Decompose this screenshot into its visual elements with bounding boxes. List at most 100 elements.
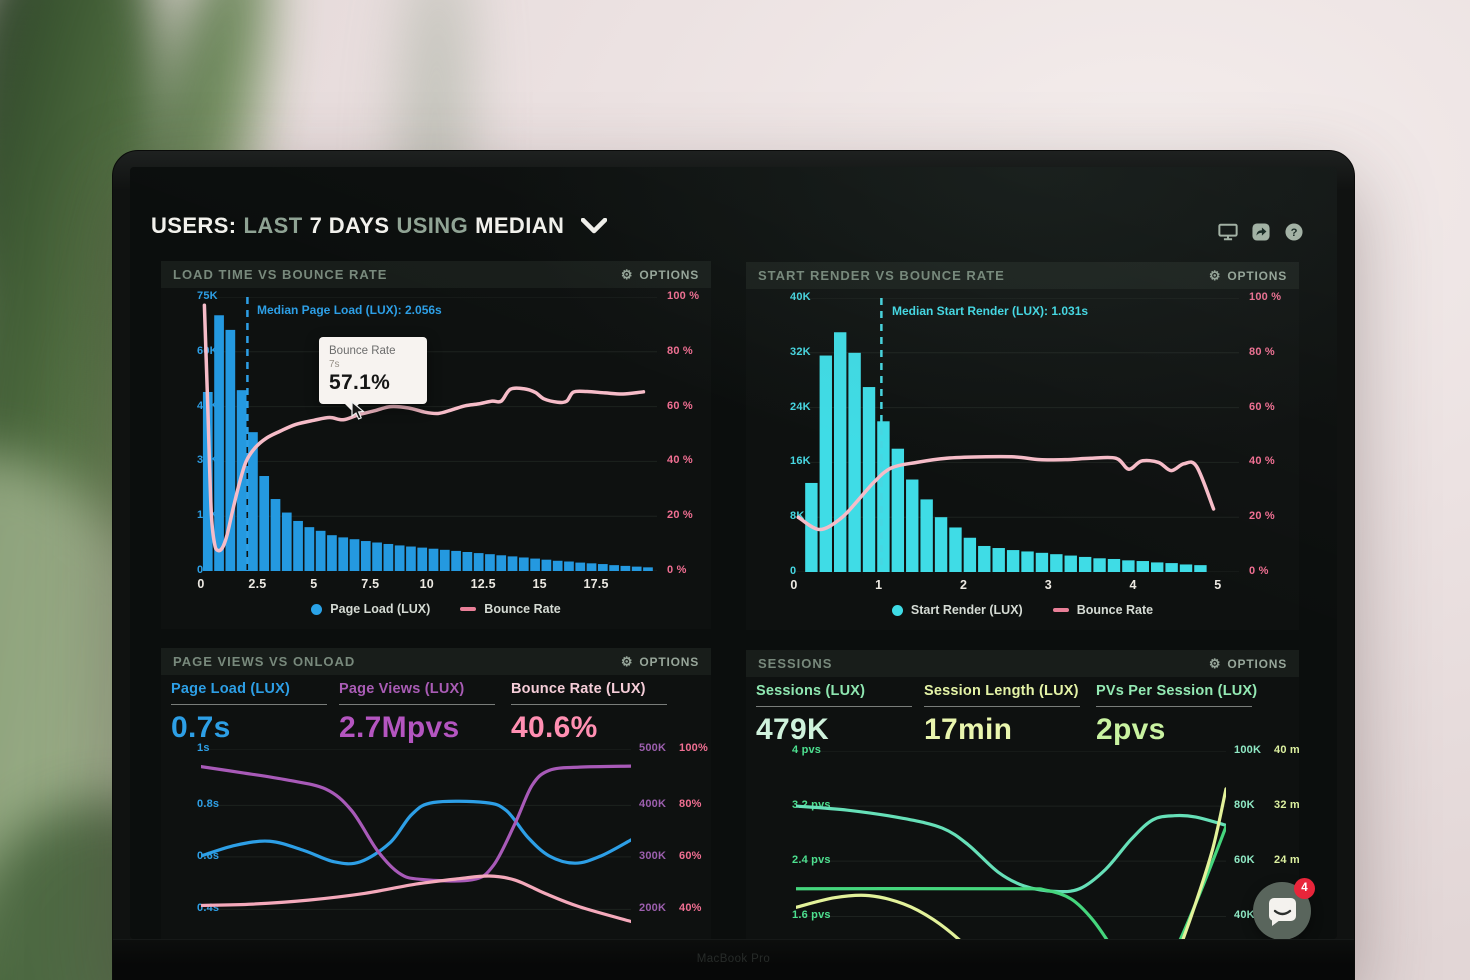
start-render-chart: 40K 32K 24K 16K 8K 0 100 % 80 % 60 % 40 % 20 % 0 %… bbox=[790, 291, 1281, 592]
panel-title: PAGE VIEWS VS ONLOAD bbox=[173, 654, 356, 669]
axis-tick-label: 0 bbox=[197, 564, 204, 576]
metric-label: Session Length (LUX) bbox=[924, 683, 1079, 699]
laptop-chin: MacBook Pro bbox=[113, 939, 1354, 980]
median-annotation: Median Start Render (LUX): 1.031s bbox=[892, 304, 1089, 318]
metric-label: Sessions (LUX) bbox=[756, 683, 866, 699]
y-axis-right: 100 % 80 % 60 % 40 % 20 % 0 % bbox=[667, 290, 711, 576]
options-label: OPTIONS bbox=[1227, 656, 1287, 671]
metric-value: 2.7Mpvs bbox=[339, 711, 460, 744]
axis-tick-label: 80 % bbox=[1249, 345, 1275, 358]
axis-tick-label: 15 bbox=[532, 577, 547, 591]
metric-underline bbox=[924, 706, 1081, 707]
monitor-icon[interactable] bbox=[1218, 223, 1238, 241]
axis-tick-label: 80% bbox=[679, 798, 702, 811]
metric-underline bbox=[1096, 706, 1253, 707]
options-button[interactable]: ⚙ OPTIONS bbox=[621, 655, 699, 669]
axis-tick-label: 1 bbox=[875, 578, 883, 592]
axis-tick-label: 10 bbox=[419, 577, 434, 591]
options-button[interactable]: ⚙ OPTIONS bbox=[621, 268, 699, 282]
axis-tick-label: 32 min bbox=[1274, 799, 1299, 812]
svg-text:?: ? bbox=[1291, 227, 1298, 239]
options-label: OPTIONS bbox=[639, 654, 699, 669]
axis-tick-label: 5 bbox=[1214, 578, 1222, 592]
axis-tick-label: 0 % bbox=[667, 564, 687, 576]
axis-tick-label: 80K bbox=[1234, 799, 1255, 812]
axis-tick-label: 75K bbox=[197, 290, 218, 302]
axis-tick-label: 0 bbox=[197, 577, 205, 591]
axis-tick-label: 7.5 bbox=[361, 577, 380, 591]
axis-tick-label: 0 % bbox=[1249, 565, 1269, 577]
tooltip-subtitle: 7s bbox=[329, 359, 340, 370]
legend-line-icon bbox=[1052, 608, 1069, 612]
chat-launcher-button[interactable]: 4 bbox=[1253, 878, 1315, 939]
panel-title: SESSIONS bbox=[758, 656, 833, 671]
y-axis-right-sessions: 100K 80K 60K 40K bbox=[1234, 744, 1270, 939]
legend-label: Bounce Rate bbox=[484, 602, 561, 616]
axis-tick-label: 400K bbox=[639, 798, 667, 811]
median-annotation: Median Page Load (LUX): 2.056s bbox=[257, 303, 442, 317]
axis-tick-label: 5 bbox=[310, 577, 318, 591]
laptop-brand-text: MacBook Pro bbox=[696, 953, 771, 965]
axis-tick-label: 80 % bbox=[667, 344, 693, 357]
axis-tick-label: 100 % bbox=[1249, 291, 1282, 303]
axis-tick-label: 1.6 pvs bbox=[792, 909, 831, 922]
chat-bubble-icon bbox=[1269, 898, 1296, 926]
title-median: MEDIAN bbox=[475, 213, 565, 238]
help-icon[interactable]: ? bbox=[1284, 223, 1304, 241]
axis-tick-label: 100 % bbox=[667, 290, 700, 302]
axis-tick-label: 16K bbox=[790, 455, 811, 468]
axis-tick-label: 0.8s bbox=[197, 798, 220, 811]
options-button[interactable]: ⚙ OPTIONS bbox=[1209, 657, 1287, 671]
panel-page-views-vs-onload: PAGE VIEWS VS ONLOAD ⚙ OPTIONS Page Load … bbox=[161, 648, 711, 939]
metric-underline bbox=[511, 704, 668, 705]
axis-tick-label: 40K bbox=[1234, 909, 1255, 922]
legend-item: Bounce Rate bbox=[460, 602, 561, 616]
y-axis-right: 100 % 80 % 60 % 40 % 20 % 0 % bbox=[1249, 291, 1295, 577]
metric-underline bbox=[171, 704, 328, 705]
panel-header: PAGE VIEWS VS ONLOAD ⚙ OPTIONS bbox=[161, 648, 711, 675]
legend-label: Bounce Rate bbox=[1076, 603, 1154, 617]
metric-pvs-per-session: PVs Per Session (LUX) 2pvs bbox=[1096, 683, 1262, 747]
axis-tick-label: 4 bbox=[1129, 578, 1137, 592]
line-plot bbox=[796, 751, 1226, 939]
panel-header: LOAD TIME VS BOUNCE RATE ⚙ OPTIONS bbox=[161, 261, 711, 288]
axis-tick-label: 40 % bbox=[1249, 455, 1275, 468]
axis-tick-label: 40% bbox=[679, 902, 702, 915]
legend: Page Load (LUX) Bounce Rate bbox=[161, 602, 711, 616]
dashboard-header: USERS: LAST 7 DAYS USING MEDIAN bbox=[151, 213, 608, 239]
axis-tick-label: 1s bbox=[197, 742, 210, 754]
share-icon[interactable] bbox=[1251, 223, 1271, 241]
y-axis-right-session-length: 40 min 32 min 24 min bbox=[1274, 744, 1299, 939]
gear-icon: ⚙ bbox=[620, 654, 634, 669]
metric-label: Page Views (LUX) bbox=[339, 681, 465, 697]
axis-tick-label: 20 % bbox=[1249, 510, 1275, 523]
panel-title: LOAD TIME VS BOUNCE RATE bbox=[173, 267, 388, 282]
axis-tick-label: 24K bbox=[790, 400, 811, 413]
y-axis-left: 1s 0.8s 0.6s 0.4s bbox=[161, 742, 219, 937]
legend-label: Start Render (LUX) bbox=[910, 603, 1023, 617]
panel-header: START RENDER VS BOUNCE RATE ⚙ OPTIONS bbox=[746, 262, 1299, 289]
legend-item: Bounce Rate bbox=[1052, 603, 1154, 617]
title-users: USERS: bbox=[151, 213, 237, 238]
panel-header: SESSIONS ⚙ OPTIONS bbox=[746, 650, 1299, 677]
axis-tick-label: 100K bbox=[1234, 744, 1262, 756]
axis-tick-label: 17.5 bbox=[583, 577, 609, 591]
axis-tick-label: 12.5 bbox=[470, 577, 496, 591]
y-axis-left: 40K 32K 24K 16K 8K 0 bbox=[748, 291, 811, 577]
chevron-down-icon[interactable] bbox=[581, 218, 608, 234]
page-title: USERS: LAST 7 DAYS USING MEDIAN bbox=[151, 213, 571, 239]
panel-load-time-vs-bounce-rate: LOAD TIME VS BOUNCE RATE ⚙ OPTIONS 75K 60K… bbox=[161, 261, 711, 629]
axis-tick-label: 500K bbox=[639, 742, 667, 754]
y-axis-left: 75K60K45K30K15K0 bbox=[161, 290, 218, 576]
legend-dot-icon bbox=[311, 603, 323, 615]
metric-page-load: Page Load (LUX) 0.7s bbox=[171, 681, 337, 745]
line-plot bbox=[201, 749, 631, 937]
metric-value: 479K bbox=[756, 713, 829, 746]
metric-value: 0.7s bbox=[171, 711, 231, 744]
axis-tick-label: 2 bbox=[959, 578, 968, 592]
metric-value: 40.6% bbox=[511, 711, 598, 744]
axis-tick-label: 100% bbox=[679, 742, 708, 754]
options-button[interactable]: ⚙ OPTIONS bbox=[1209, 269, 1287, 283]
gear-icon: ⚙ bbox=[620, 267, 634, 282]
title-using: USING bbox=[396, 213, 469, 238]
